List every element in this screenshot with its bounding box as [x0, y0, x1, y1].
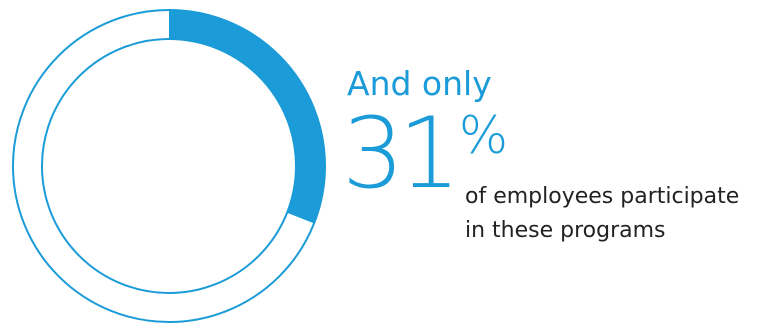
callout-stat: 31%: [342, 104, 508, 204]
callout-caption: of employees participate in these progra…: [465, 180, 739, 248]
callout-unit: %: [458, 106, 509, 166]
callout-caption-line-1: of employees participate: [465, 184, 740, 209]
callout-value: 31: [342, 97, 461, 211]
donut-chart: [12, 9, 326, 323]
donut-inner-ring: [41, 38, 297, 294]
callout-caption-line-2: in these programs: [465, 218, 666, 243]
callout-lead: And only: [347, 64, 492, 103]
donut-slice-participating: [169, 10, 325, 224]
